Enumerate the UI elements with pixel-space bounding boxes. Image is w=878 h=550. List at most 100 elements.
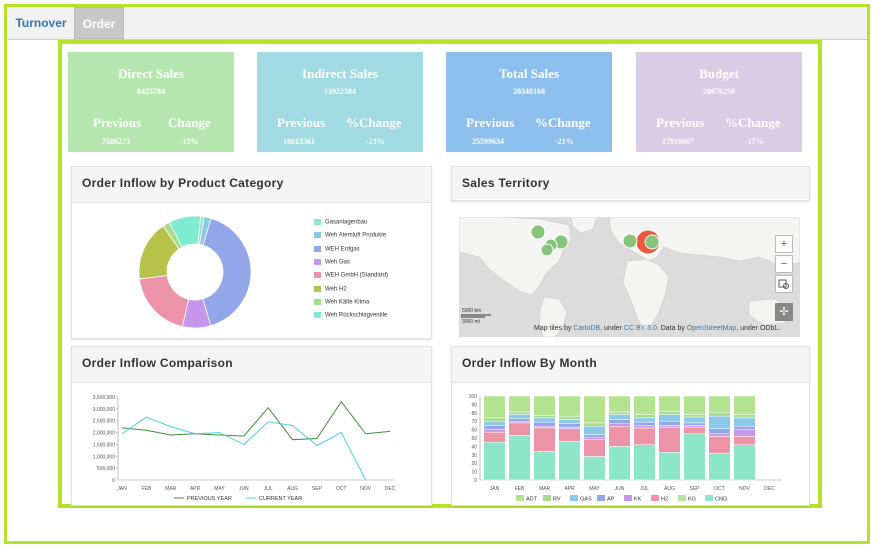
bar-segment[interactable] [733,429,756,437]
bar-segment[interactable] [633,417,656,423]
cartodb-link[interactable]: CartoDB [573,325,601,332]
bar-segment[interactable] [733,425,756,430]
legend-item[interactable]: Gasanlagenbau [314,219,367,226]
bar-segment[interactable] [508,411,531,415]
bar-segment[interactable] [483,417,506,422]
bar-segment[interactable] [558,428,581,442]
bar-segment[interactable] [658,410,681,415]
bar-segment[interactable] [558,423,581,428]
bar-segment[interactable] [558,415,581,420]
bar-segment[interactable] [683,395,706,415]
bar-segment[interactable] [508,422,531,436]
bar-segment[interactable] [633,421,656,426]
bar-segment[interactable] [633,395,656,415]
bar-segment[interactable] [683,422,706,426]
bar-segment[interactable] [583,434,606,438]
legend-item[interactable]: WEH Erdgas [314,245,360,252]
bar-segment[interactable] [633,427,656,445]
series-line[interactable] [121,400,391,441]
series-line[interactable] [121,416,367,481]
bar-segment[interactable] [733,436,756,445]
donut-slice[interactable] [168,215,202,248]
bar-segment[interactable] [683,416,706,424]
bar-segment[interactable] [508,420,531,424]
bar-segment[interactable] [708,452,731,481]
bar-segment[interactable] [608,414,631,420]
bar-segment[interactable] [733,414,756,419]
bar-segment[interactable] [608,446,631,481]
bar-segment[interactable] [583,456,606,481]
bar-segment[interactable] [733,444,756,481]
bar-segment[interactable] [483,395,506,419]
bar-segment[interactable] [583,425,606,435]
bar-segment[interactable] [583,395,606,424]
bar-segment[interactable] [558,419,581,424]
bar-segment[interactable] [708,436,731,454]
bar-segment[interactable] [633,414,656,419]
bar-segment[interactable] [583,422,606,427]
osm-link[interactable]: OpenStreetMap [686,325,737,332]
bar-segment[interactable] [708,395,731,414]
bar-segment[interactable] [533,425,556,429]
bar-segment[interactable] [658,420,681,426]
tab-turnover[interactable]: Turnover [15,16,67,30]
bar-segment[interactable] [533,415,556,419]
world-map[interactable] [459,217,800,337]
zoom-out-button[interactable]: − [775,255,793,273]
tab-order[interactable]: Order [74,7,124,39]
legend-item[interactable]: Weh Gas [314,258,350,265]
ccby-link[interactable]: CC BY 3.0 [623,325,657,332]
bar-segment[interactable] [658,425,681,428]
bar-segment[interactable] [583,439,606,457]
donut-slice[interactable] [202,217,252,327]
bar-segment[interactable] [683,414,706,418]
bar-segment[interactable] [558,395,581,417]
bar-segment[interactable] [508,414,531,419]
legend-item[interactable]: Weh Rückschlagventile [314,312,387,319]
bar-segment[interactable] [558,426,581,430]
bar-segment[interactable] [608,395,631,413]
bar-segment[interactable] [483,429,506,433]
bar-segment[interactable] [558,441,581,481]
bar-segment[interactable] [733,417,756,427]
bar-segment[interactable] [533,427,556,452]
bar-segment[interactable] [708,428,731,435]
bar-segment[interactable] [533,395,556,416]
bar-segment[interactable] [633,425,656,429]
bar-segment[interactable] [483,441,506,481]
bar-segment[interactable] [508,435,531,481]
bar-segment[interactable] [708,412,731,417]
bar-segment[interactable] [708,415,731,430]
bar-segment[interactable] [733,395,756,415]
legend-item[interactable]: Weh Atemluft Produkte [314,232,386,239]
bar-segment[interactable] [608,411,631,415]
bar-segment[interactable] [608,419,631,424]
bar-segment[interactable] [633,444,656,481]
legend-item[interactable]: Weh Kälte Klima [314,298,369,305]
bar-segment[interactable] [608,423,631,427]
bar-segment[interactable] [533,451,556,481]
donut-slice[interactable] [138,275,190,328]
bar-segment[interactable] [533,421,556,427]
bar-segment[interactable] [708,433,731,437]
bar-segment[interactable] [533,417,556,423]
bar-segment[interactable] [658,414,681,422]
bar-segment[interactable] [483,425,506,430]
bar-segment[interactable] [683,426,706,435]
map[interactable]: 5000 km 3000 mi [459,217,800,337]
bar-segment[interactable] [508,418,531,422]
bar-segment[interactable] [683,433,706,481]
zoom-in-button[interactable]: + [775,235,793,253]
bar-segment[interactable] [483,431,506,443]
bar-segment[interactable] [583,436,606,440]
legend-item[interactable]: Weh H2 [314,285,347,292]
bar-segment[interactable] [658,426,681,453]
zoom-to-box-icon[interactable] [775,275,793,293]
bar-segment[interactable] [683,425,706,428]
bar-segment[interactable] [658,452,681,481]
pan-move-icon[interactable]: ✢ [775,303,793,321]
bar-segment[interactable] [483,420,506,426]
bar-segment[interactable] [508,395,531,413]
bar-segment[interactable] [658,395,681,412]
bar-segment[interactable] [608,425,631,447]
